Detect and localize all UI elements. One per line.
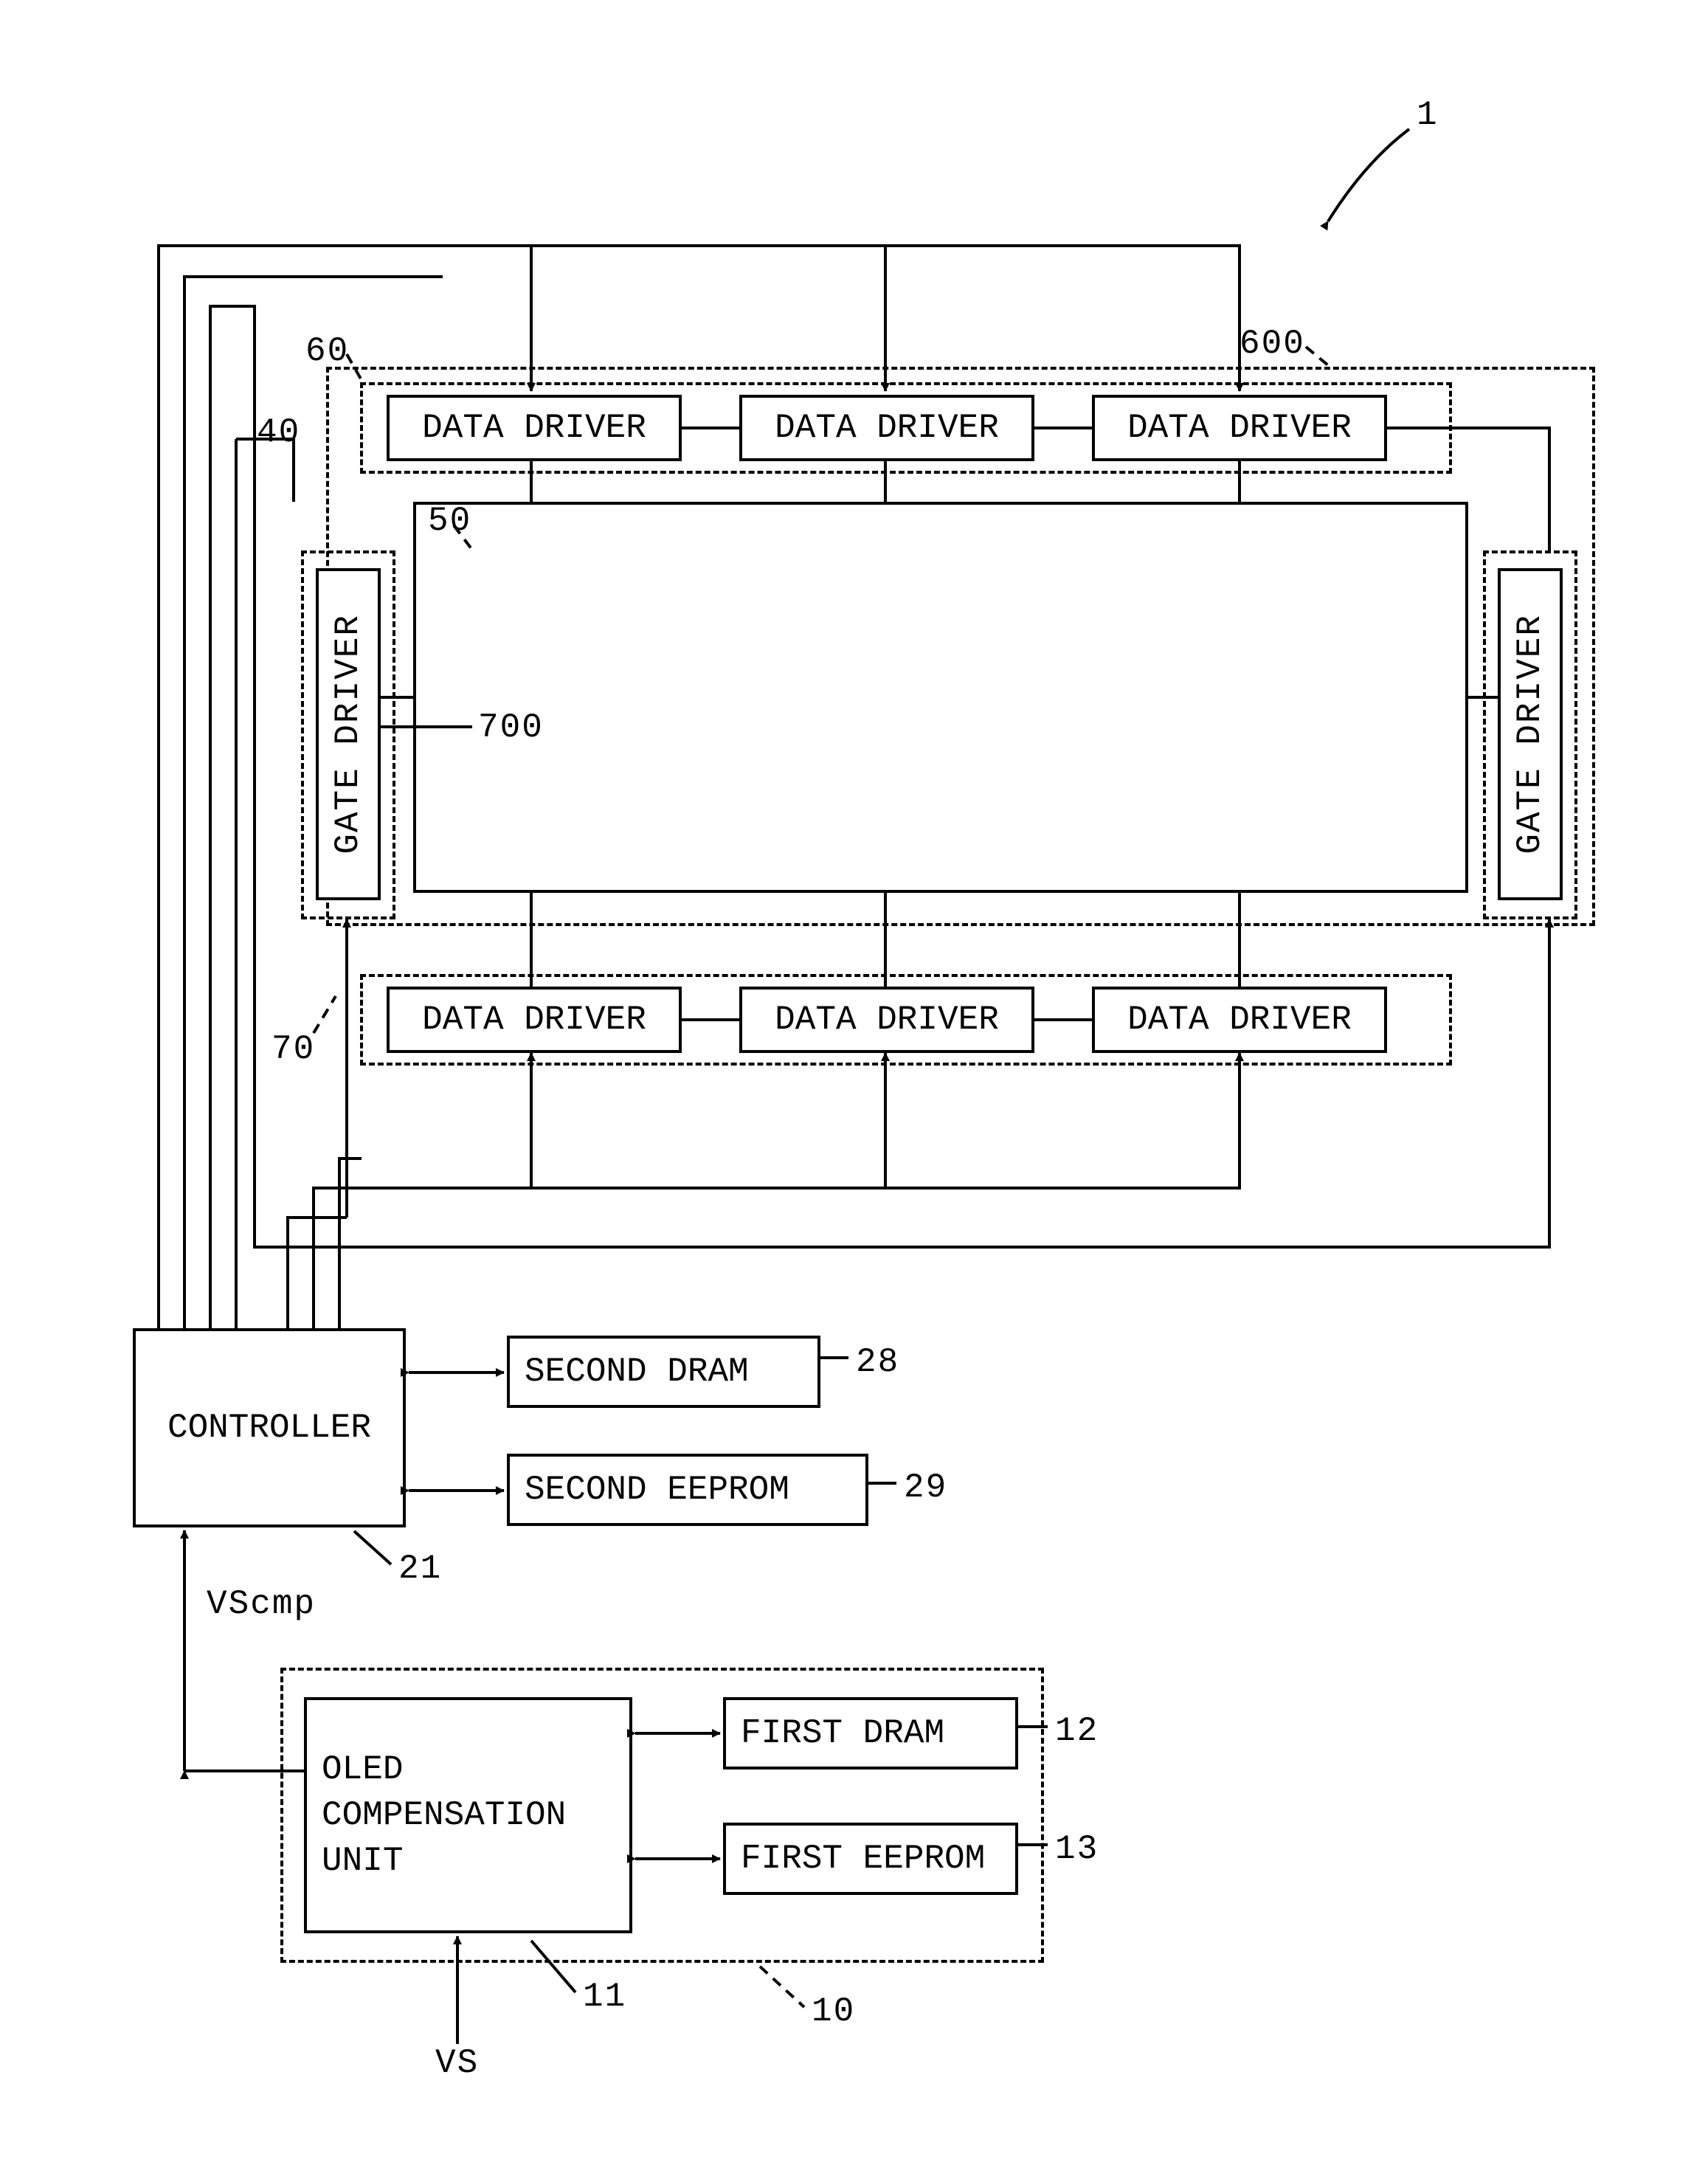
label-vs: VS [435, 2044, 479, 2082]
label-60: 60 [305, 332, 349, 370]
gate-driver-left-label: GATE DRIVER [329, 614, 367, 854]
ref-1-label: 1 [1417, 96, 1439, 134]
gate-driver-right: GATE DRIVER [1498, 568, 1563, 900]
second-dram-box: SECOND DRAM [507, 1336, 820, 1408]
gate-driver-right-label: GATE DRIVER [1511, 614, 1549, 854]
label-28: 28 [856, 1343, 899, 1381]
oled-comp-box: OLED COMPENSATION UNIT [304, 1697, 632, 1933]
label-40: 40 [257, 413, 300, 452]
diagram-canvas: 1 DATA DRIVER DATA DRIVER DATA DRIVER GA… [0, 0, 1708, 2165]
panel-50 [413, 502, 1468, 893]
data-driver-top-3: DATA DRIVER [1092, 395, 1387, 461]
first-dram-box: FIRST DRAM [723, 1697, 1018, 1769]
label-10: 10 [812, 1992, 855, 2031]
label-29: 29 [904, 1468, 947, 1507]
data-driver-bot-2: DATA DRIVER [739, 987, 1034, 1053]
label-700: 700 [478, 708, 544, 747]
data-driver-top-2: DATA DRIVER [739, 395, 1034, 461]
second-eeprom-box: SECOND EEPROM [507, 1454, 868, 1526]
controller-box: CONTROLLER [133, 1328, 406, 1527]
label-vscmp: VScmp [207, 1585, 316, 1623]
data-driver-top-1: DATA DRIVER [387, 395, 682, 461]
label-70: 70 [272, 1030, 315, 1068]
label-50: 50 [428, 502, 471, 540]
label-21: 21 [398, 1550, 442, 1588]
gate-driver-left: GATE DRIVER [316, 568, 381, 900]
data-driver-bot-1: DATA DRIVER [387, 987, 682, 1053]
label-11: 11 [583, 1978, 626, 2016]
data-driver-bot-3: DATA DRIVER [1092, 987, 1387, 1053]
label-12: 12 [1055, 1712, 1099, 1750]
label-13: 13 [1055, 1830, 1099, 1868]
label-600: 600 [1239, 325, 1305, 363]
first-eeprom-box: FIRST EEPROM [723, 1823, 1018, 1895]
